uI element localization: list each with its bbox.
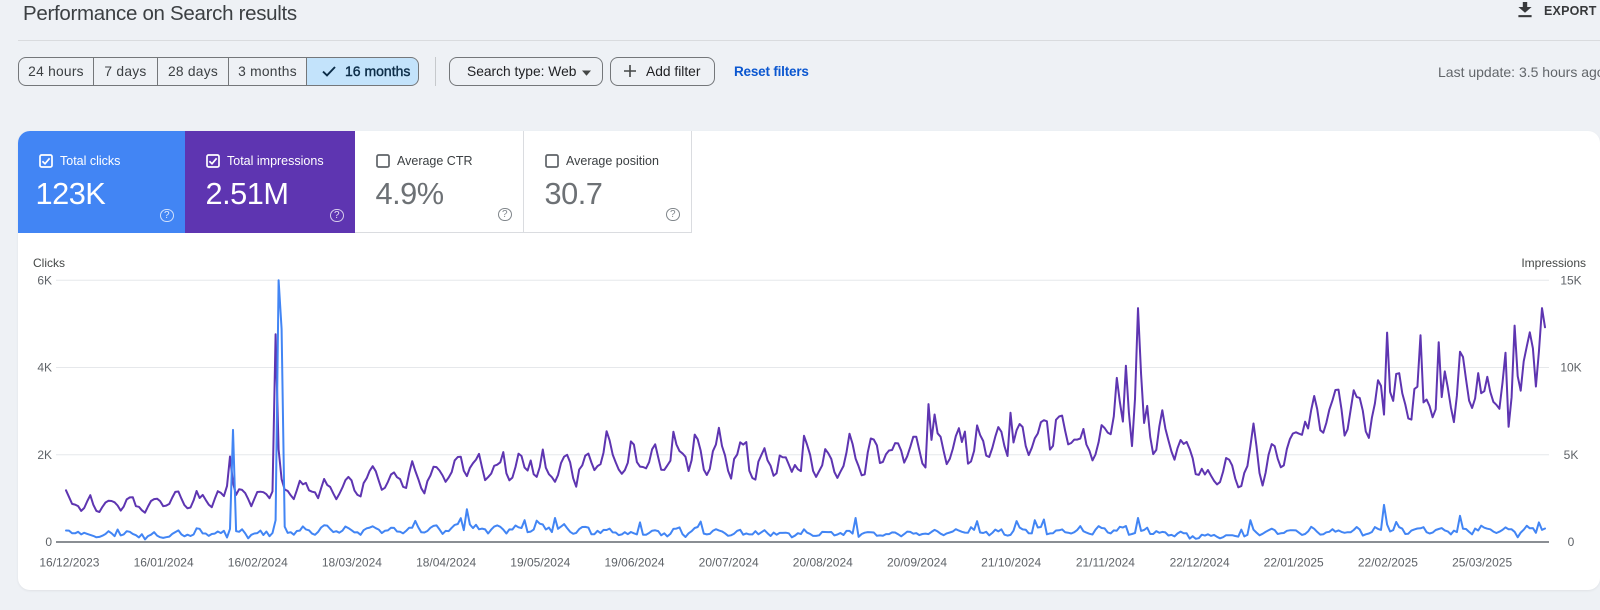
svg-text:16/02/2024: 16/02/2024 <box>228 556 288 570</box>
svg-text:0: 0 <box>45 535 52 549</box>
svg-text:15K: 15K <box>1560 273 1581 287</box>
svg-text:6K: 6K <box>37 273 52 287</box>
svg-text:4K: 4K <box>37 361 52 375</box>
svg-text:25/03/2025: 25/03/2025 <box>1452 556 1512 570</box>
svg-text:0: 0 <box>1568 535 1575 549</box>
svg-text:22/12/2024: 22/12/2024 <box>1170 556 1230 570</box>
svg-text:18/03/2024: 18/03/2024 <box>322 556 382 570</box>
svg-text:21/11/2024: 21/11/2024 <box>1076 556 1135 570</box>
svg-text:18/04/2024: 18/04/2024 <box>416 556 476 570</box>
svg-text:20/08/2024: 20/08/2024 <box>793 556 853 570</box>
svg-text:20/09/2024: 20/09/2024 <box>887 556 947 570</box>
svg-text:16/01/2024: 16/01/2024 <box>134 556 194 570</box>
svg-text:16/12/2023: 16/12/2023 <box>39 556 99 570</box>
svg-text:5K: 5K <box>1564 448 1579 462</box>
svg-text:Clicks: Clicks <box>33 256 65 270</box>
svg-text:Impressions: Impressions <box>1521 256 1586 270</box>
svg-text:2K: 2K <box>37 448 52 462</box>
svg-text:19/05/2024: 19/05/2024 <box>510 556 570 570</box>
svg-text:22/01/2025: 22/01/2025 <box>1264 556 1324 570</box>
svg-text:21/10/2024: 21/10/2024 <box>981 556 1041 570</box>
svg-text:22/02/2025: 22/02/2025 <box>1358 556 1418 570</box>
svg-text:10K: 10K <box>1560 361 1581 375</box>
svg-text:20/07/2024: 20/07/2024 <box>699 556 759 570</box>
svg-text:19/06/2024: 19/06/2024 <box>604 556 664 570</box>
